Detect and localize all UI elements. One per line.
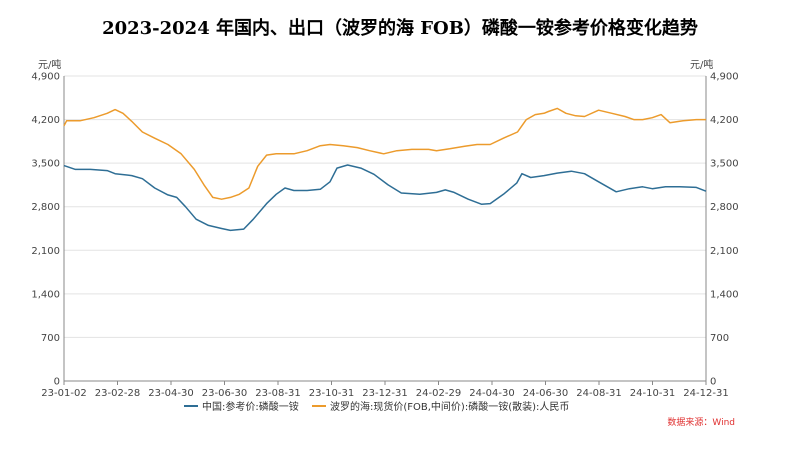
- axes: 0 0 700 700 1,400 1,400 2,100 2,100 2,800 2,800 3,…: [31, 72, 738, 400]
- y-tick-label-left: 4,900: [31, 72, 60, 83]
- series-line-2: [63, 107, 706, 200]
- grid: [64, 75, 706, 382]
- y-tick-label-left: 4,200: [31, 115, 60, 126]
- x-tick-label: 24-04-30: [469, 388, 514, 399]
- x-tick-label: 24-10-31: [630, 388, 675, 399]
- x-tick-label: 24-12-31: [683, 388, 728, 399]
- y-tick-label-right: 0: [710, 377, 716, 388]
- x-tick-label: 23-01-02: [41, 388, 86, 399]
- x-tick-label: 23-12-31: [362, 388, 407, 399]
- y-tick-label-right: 2,100: [710, 246, 739, 257]
- y-tick-label-left: 0: [54, 377, 60, 388]
- x-tick-label: 24-06-30: [523, 388, 568, 399]
- legend: 中国:参考价:磷酸一铵 波罗的海:现货价(FOB,中间价):磷酸一铵(散装):人民…: [184, 400, 569, 413]
- chart-title: 2023-2024 年国内、出口（波罗的海 FOB）磷酸一铵参考价格变化趋势: [102, 17, 698, 39]
- y-tick-label-left: 3,500: [31, 159, 60, 170]
- series-line-1: [63, 164, 707, 232]
- y-tick-label-right: 4,200: [710, 115, 739, 126]
- y-tick-label-right: 700: [710, 333, 729, 344]
- y-tick-label-right: 3,500: [710, 159, 739, 170]
- x-tick-label: 23-06-30: [202, 388, 247, 399]
- y-tick-label-right: 4,900: [710, 72, 739, 83]
- y-tick-label-right: 2,800: [710, 202, 739, 213]
- x-tick-label: 24-02-29: [416, 388, 461, 399]
- x-tick-label: 23-02-28: [95, 388, 140, 399]
- x-tick-label: 23-08-31: [255, 388, 300, 399]
- legend-label-1: 中国:参考价:磷酸一铵: [202, 400, 299, 413]
- y-unit-right: 元/吨: [690, 58, 713, 71]
- y-tick-label-right: 1,400: [710, 289, 739, 300]
- series-lines: [63, 107, 707, 232]
- source-note: 数据来源：Wind: [667, 416, 735, 428]
- x-tick-label: 24-08-31: [576, 388, 621, 399]
- legend-label-2: 波罗的海:现货价(FOB,中间价):磷酸一铵(散装):人民币: [330, 400, 569, 413]
- y-tick-label-left: 2,100: [31, 246, 60, 257]
- y-tick-label-left: 1,400: [31, 289, 60, 300]
- y-tick-label-left: 2,800: [31, 202, 60, 213]
- x-tick-label: 23-10-31: [309, 388, 354, 399]
- y-tick-label-left: 700: [41, 333, 60, 344]
- y-unit-left: 元/吨: [38, 58, 61, 71]
- x-tick-label: 23-04-30: [148, 388, 193, 399]
